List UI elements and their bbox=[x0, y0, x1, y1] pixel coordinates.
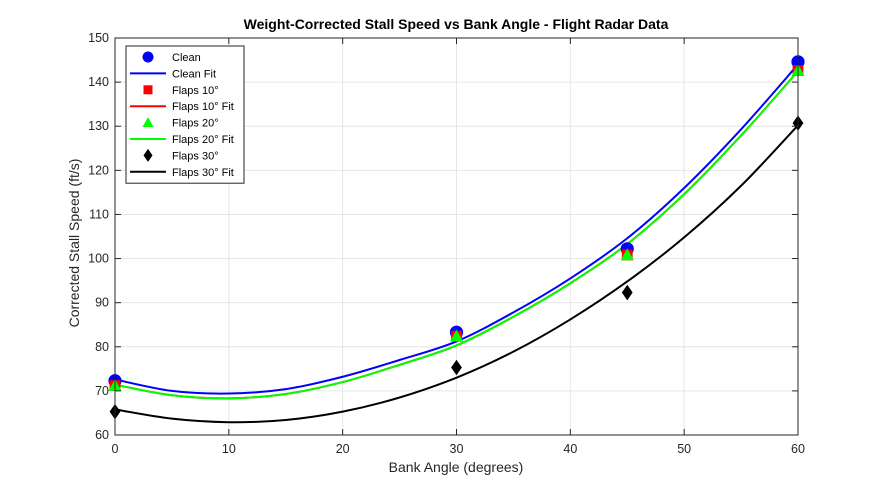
legend-swatch-clean bbox=[142, 51, 154, 63]
y-tick-label: 70 bbox=[95, 384, 109, 398]
data-point-flaps-30deg bbox=[451, 359, 462, 376]
x-tick-label: 20 bbox=[336, 442, 350, 456]
y-tick-label: 140 bbox=[88, 75, 109, 89]
legend-box bbox=[125, 45, 245, 184]
x-tick-label: 60 bbox=[791, 442, 805, 456]
data-point-flaps-20deg bbox=[449, 329, 464, 342]
x-tick-label: 40 bbox=[563, 442, 577, 456]
legend-swatch-flaps-10deg bbox=[143, 85, 153, 95]
legend-label-flaps-30deg-fit: Flaps 30° Fit bbox=[172, 167, 234, 179]
y-tick-label: 110 bbox=[89, 207, 109, 221]
x-tick-label: 30 bbox=[450, 442, 464, 456]
y-tick-label: 90 bbox=[95, 296, 109, 310]
legend-label-flaps-30deg: Flaps 30° bbox=[172, 150, 219, 162]
legend-label-clean: Clean bbox=[172, 52, 201, 64]
data-point-flaps-30deg bbox=[621, 284, 633, 301]
y-tick-label: 80 bbox=[95, 340, 109, 354]
y-axis-label: Corrected Stall Speed (ft/s) bbox=[66, 159, 82, 328]
axes-layer bbox=[114, 37, 799, 436]
x-axis-label: Bank Angle (degrees) bbox=[389, 459, 524, 475]
fit-line-clean-fit bbox=[114, 63, 799, 395]
legend-label-flaps-10deg: Flaps 10° bbox=[172, 85, 219, 97]
x-tick-label: 0 bbox=[112, 442, 119, 456]
legend-label-flaps-20deg: Flaps 20° bbox=[172, 118, 219, 130]
fit-line-flaps-30deg-fit bbox=[114, 124, 799, 424]
legend-swatch-flaps-20deg bbox=[142, 117, 154, 127]
y-tick-label: 130 bbox=[88, 119, 109, 133]
y-tick-label: 120 bbox=[88, 163, 109, 177]
y-tick-label: 60 bbox=[95, 428, 109, 442]
legend: Clean Clean Fit Flaps 10° Flaps 10° Fit Flap… bbox=[125, 45, 245, 184]
fit-lines-layer bbox=[114, 63, 799, 424]
data-point-flaps-20deg bbox=[620, 248, 634, 261]
fit-line-flaps-20deg-fit bbox=[114, 70, 799, 400]
legend-label-flaps-20deg-fit: Flaps 20° Fit bbox=[172, 134, 234, 146]
legend-label-clean-fit: Clean Fit bbox=[172, 68, 216, 80]
legend-label-flaps-10deg-fit: Flaps 10° Fit bbox=[172, 101, 234, 113]
legend-swatch-flaps-30deg bbox=[143, 148, 153, 162]
y-tick-label: 150 bbox=[88, 31, 109, 45]
x-tick-label: 50 bbox=[677, 442, 691, 456]
chart-title: Weight-Corrected Stall Speed vs Bank Ang… bbox=[244, 16, 669, 32]
y-tick-label: 100 bbox=[88, 252, 109, 266]
tick-labels-layer: 0 10 20 30 40 50 60 60 70 80 90 100 110 120 130 140 150 bbox=[88, 31, 805, 456]
x-tick-label: 10 bbox=[222, 442, 236, 456]
